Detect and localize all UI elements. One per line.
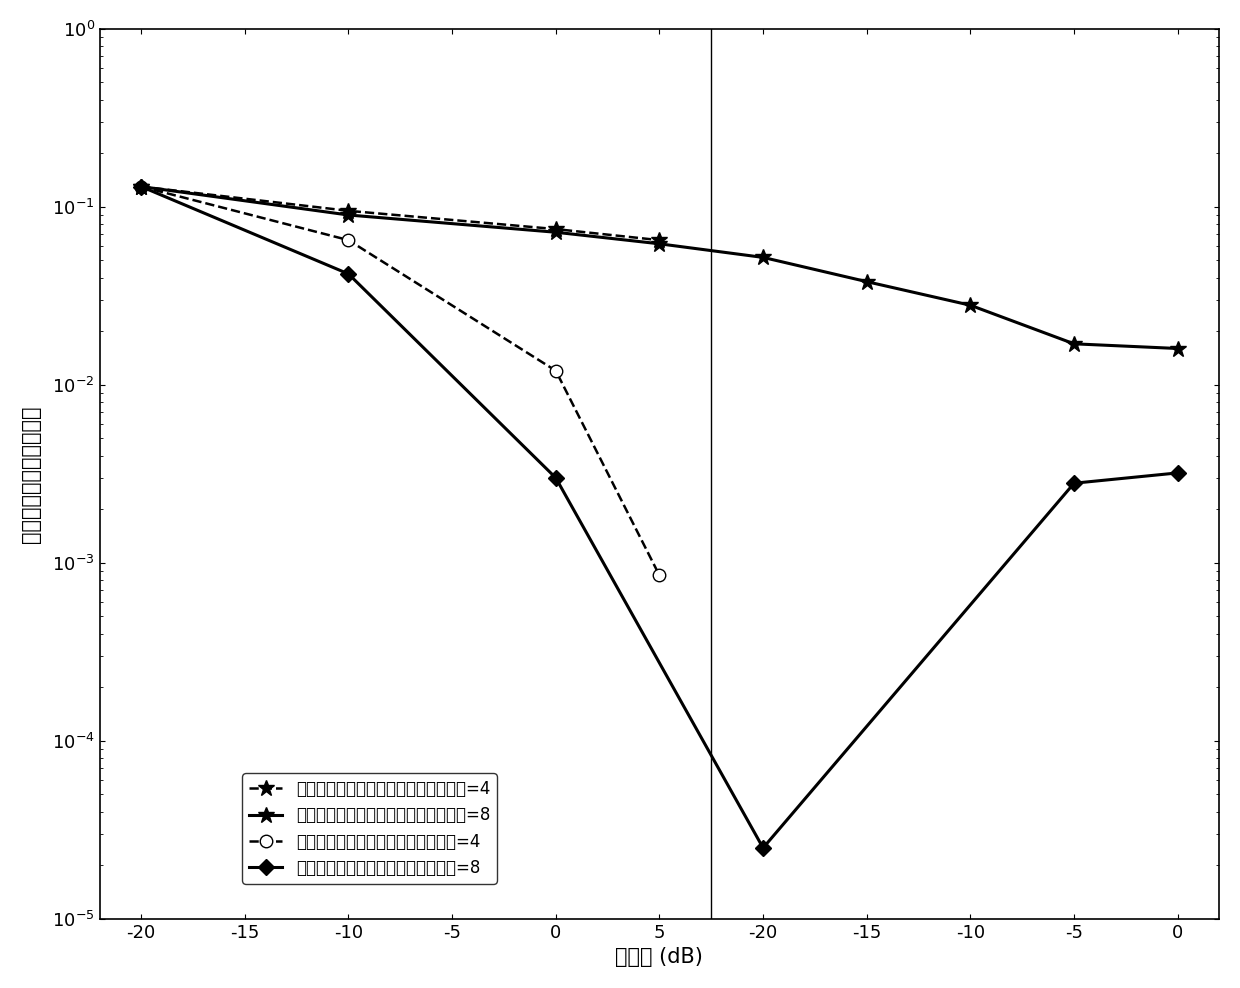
极化相似度方法，认知用户发送天线数=8 bbox=[755, 252, 770, 264]
Line: 极化相似度方法，认知用户发送天线数=8: 极化相似度方法，认知用户发送天线数=8 bbox=[133, 178, 1185, 357]
极化距离方法，认知用户发送天线数=8 bbox=[341, 268, 356, 280]
极化相似度方法，认知用户发送天线数=4 bbox=[341, 205, 356, 216]
极化相似度方法，认知用户发送天线数=8 bbox=[859, 276, 874, 288]
极化距离方法，认知用户发送天线数=4 bbox=[652, 569, 667, 581]
极化相似度方法，认知用户发送天线数=8 bbox=[652, 238, 667, 250]
X-axis label: 信噪比 (dB): 信噪比 (dB) bbox=[615, 947, 703, 967]
Y-axis label: 授权用户信号提取差错率: 授权用户信号提取差错率 bbox=[21, 405, 41, 542]
极化相似度方法，认知用户发送天线数=8 bbox=[1171, 343, 1185, 355]
极化距离方法，认知用户发送天线数=4 bbox=[134, 181, 149, 193]
极化相似度方法，认知用户发送天线数=4 bbox=[548, 223, 563, 235]
极化距离方法，认知用户发送天线数=4 bbox=[548, 365, 563, 376]
极化距离方法，认知用户发送天线数=8 bbox=[755, 842, 770, 854]
极化距离方法，认知用户发送天线数=8 bbox=[548, 472, 563, 484]
Line: 极化距离方法，认知用户发送天线数=4: 极化距离方法，认知用户发送天线数=4 bbox=[135, 181, 666, 582]
Legend: 极化相似度方法，认知用户发送天线数=4, 极化相似度方法，认知用户发送天线数=8, 极化距离方法，认知用户发送天线数=4, 极化距离方法，认知用户发送天线数=8: 极化相似度方法，认知用户发送天线数=4, 极化相似度方法，认知用户发送天线数=8… bbox=[242, 774, 497, 883]
极化距离方法，认知用户发送天线数=8 bbox=[1171, 467, 1185, 479]
Line: 极化相似度方法，认知用户发送天线数=4: 极化相似度方法，认知用户发送天线数=4 bbox=[133, 178, 668, 249]
极化相似度方法，认知用户发送天线数=8 bbox=[1066, 338, 1081, 350]
极化相似度方法，认知用户发送天线数=8 bbox=[134, 181, 149, 193]
极化相似度方法，认知用户发送天线数=8 bbox=[341, 209, 356, 221]
极化相似度方法，认知用户发送天线数=4 bbox=[134, 181, 149, 193]
极化距离方法，认知用户发送天线数=8 bbox=[1066, 477, 1081, 489]
极化相似度方法，认知用户发送天线数=8 bbox=[548, 226, 563, 238]
Line: 极化距离方法，认知用户发送天线数=8: 极化距离方法，认知用户发送天线数=8 bbox=[135, 181, 1183, 854]
极化距离方法，认知用户发送天线数=8 bbox=[134, 181, 149, 193]
极化相似度方法，认知用户发送天线数=4 bbox=[652, 234, 667, 246]
极化相似度方法，认知用户发送天线数=8 bbox=[963, 299, 978, 311]
极化距离方法，认知用户发送天线数=4 bbox=[341, 234, 356, 246]
